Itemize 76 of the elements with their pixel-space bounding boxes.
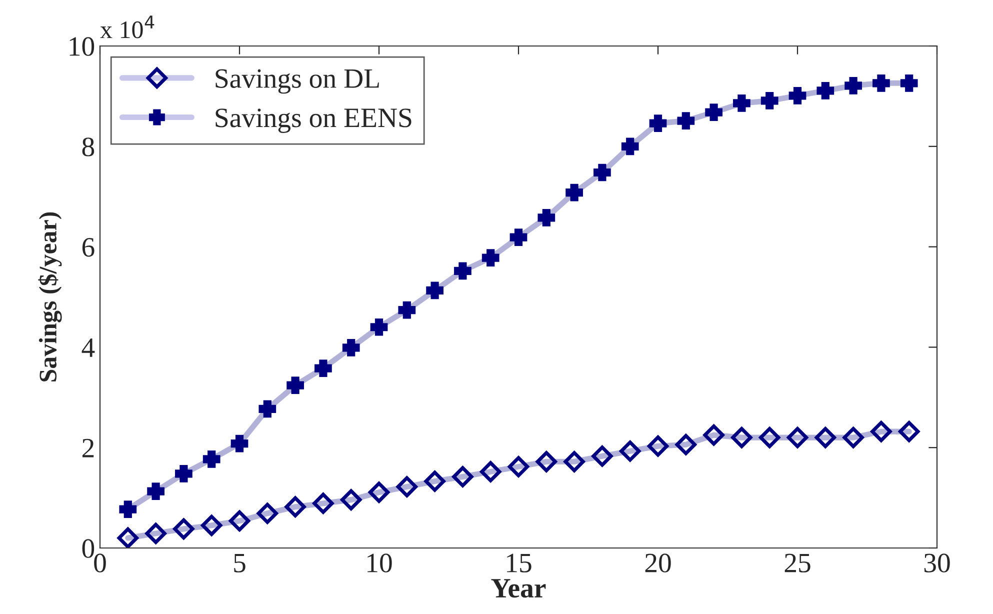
point <box>733 94 750 112</box>
point <box>647 436 669 457</box>
point <box>201 514 222 536</box>
x-tick-label: 20 <box>645 554 671 572</box>
point <box>368 482 390 503</box>
text: x 10$^{4}$ <box>100 16 154 38</box>
point <box>594 164 611 182</box>
point <box>314 360 332 377</box>
point <box>564 451 585 472</box>
point <box>786 426 808 448</box>
point <box>230 434 248 452</box>
point <box>480 461 502 482</box>
point <box>900 74 918 92</box>
point <box>675 434 696 456</box>
point <box>286 376 304 394</box>
y-tick-label: 6 <box>82 238 94 257</box>
point <box>898 420 920 442</box>
legend-label: Savings on EENS <box>216 108 412 133</box>
point <box>536 451 557 472</box>
y-tick-label: 10 <box>70 37 94 56</box>
point <box>538 209 556 226</box>
point <box>872 74 890 92</box>
point <box>258 400 276 418</box>
x-tick-label: 25 <box>784 554 810 572</box>
point <box>844 76 862 94</box>
point <box>703 424 724 446</box>
point <box>482 249 500 267</box>
point <box>705 104 722 121</box>
point <box>340 489 362 510</box>
point <box>396 476 418 498</box>
point <box>228 510 250 532</box>
point <box>842 426 864 448</box>
x-tick-label: 0 <box>94 554 106 572</box>
y-tick-label: 0 <box>82 539 94 558</box>
point <box>566 184 583 202</box>
point <box>452 466 474 488</box>
point <box>621 138 639 156</box>
point <box>454 262 472 280</box>
point <box>620 440 641 462</box>
point <box>284 496 306 518</box>
y-tick-label: 8 <box>82 138 94 156</box>
point <box>147 482 164 500</box>
point <box>788 87 806 104</box>
point <box>426 282 444 300</box>
point <box>508 456 530 478</box>
x-tick-label: 15 <box>507 554 532 572</box>
point <box>814 426 836 448</box>
point <box>173 518 194 540</box>
point <box>870 420 892 442</box>
x-tick-label: 30 <box>924 554 950 572</box>
y-tick-label: 4 <box>82 338 95 357</box>
x-axis-title: Year <box>491 579 546 598</box>
point <box>202 450 220 468</box>
point <box>342 339 360 356</box>
point <box>119 500 137 518</box>
point <box>649 114 667 132</box>
point <box>175 465 192 482</box>
x-tick-label: 5 <box>234 554 246 572</box>
y-tick-label: 2 <box>82 438 94 458</box>
point <box>424 470 446 492</box>
point <box>370 318 388 336</box>
point <box>731 426 752 448</box>
point <box>145 522 166 544</box>
point <box>677 112 695 130</box>
point <box>117 527 138 548</box>
point <box>510 228 528 246</box>
point <box>398 301 416 319</box>
point <box>312 492 334 514</box>
point <box>256 502 278 524</box>
legend-label: Savings on DL <box>216 69 379 94</box>
point <box>592 446 613 467</box>
y-axis-title: Savings ($/year) <box>38 212 62 382</box>
point <box>760 92 778 110</box>
x-tick-label: 10 <box>368 554 392 572</box>
point <box>759 426 780 448</box>
point <box>816 82 834 100</box>
